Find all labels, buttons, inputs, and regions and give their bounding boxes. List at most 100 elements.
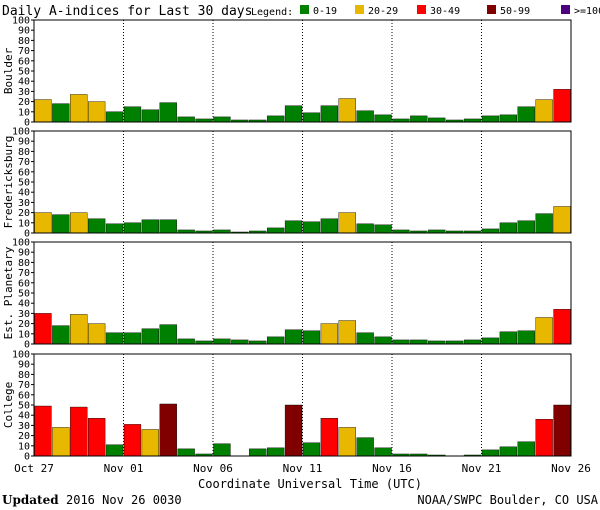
- bar: [159, 219, 177, 234]
- bar: [231, 339, 249, 345]
- bar: [141, 328, 159, 345]
- y-tick-label: 60: [18, 278, 30, 289]
- bar: [141, 219, 159, 234]
- bar: [338, 427, 356, 457]
- bar: [320, 218, 338, 234]
- bar: [356, 437, 374, 457]
- y-tick-label: 0: [24, 229, 30, 240]
- bar: [105, 444, 124, 457]
- bar: [481, 115, 500, 123]
- bar: [320, 323, 338, 345]
- y-tick-label: 40: [18, 299, 30, 310]
- bar: [356, 110, 374, 123]
- y-tick-label: 0: [24, 452, 30, 463]
- bar: [410, 339, 428, 345]
- bar: [70, 314, 88, 345]
- y-tick-label: 80: [18, 147, 30, 158]
- bar: [70, 406, 88, 457]
- panel-label: College: [2, 382, 15, 428]
- y-tick-label: 10: [18, 441, 30, 452]
- bar: [87, 101, 106, 123]
- bar: [87, 218, 106, 234]
- bar: [320, 105, 338, 123]
- legend-swatch-4: [561, 5, 570, 14]
- bar: [267, 336, 285, 345]
- bar: [141, 429, 159, 457]
- bar: [52, 103, 70, 123]
- y-tick-label: 40: [18, 188, 30, 199]
- y-tick-label: 50: [18, 289, 30, 300]
- x-tick-label: Nov 11: [283, 462, 323, 475]
- y-tick-label: 30: [18, 421, 30, 432]
- x-tick-label: Oct 27: [14, 462, 54, 475]
- y-tick-label: 70: [18, 380, 30, 391]
- panel-border: [33, 19, 572, 123]
- bar: [213, 338, 231, 345]
- bar: [284, 105, 303, 123]
- x-tick-label: Nov 16: [372, 462, 412, 475]
- bar: [481, 337, 500, 345]
- panel-border: [33, 353, 572, 457]
- bar: [517, 330, 535, 345]
- y-tick-label: 70: [18, 268, 30, 279]
- legend-swatch-0: [300, 5, 309, 14]
- bar: [141, 109, 159, 123]
- bar: [123, 222, 142, 234]
- y-tick-label: 80: [18, 36, 30, 47]
- chart-panels: 0102030405060708090100Boulder01020304050…: [2, 16, 572, 463]
- updated-label: Updated: [2, 493, 59, 507]
- y-tick-label: 20: [18, 208, 30, 219]
- bar: [517, 220, 535, 234]
- bar: [356, 223, 374, 234]
- bar: [302, 221, 321, 234]
- bar: [284, 404, 303, 457]
- y-tick-label: 100: [12, 16, 30, 27]
- legend-item-label: 50-99: [500, 6, 530, 17]
- bar: [517, 441, 535, 457]
- bar: [320, 418, 338, 457]
- bar: [159, 102, 177, 123]
- y-tick-label: 20: [18, 97, 30, 108]
- panel-border: [33, 130, 572, 234]
- bar: [52, 325, 70, 345]
- bar: [535, 317, 553, 345]
- y-tick-label: 100: [12, 350, 30, 361]
- bar: [553, 89, 571, 123]
- panel-label: Boulder: [2, 47, 15, 94]
- bar: [267, 447, 285, 457]
- bar: [34, 313, 52, 345]
- bar: [410, 115, 428, 123]
- bar: [34, 405, 52, 457]
- bar: [70, 94, 88, 123]
- bar: [535, 213, 553, 234]
- y-tick-label: 0: [24, 340, 30, 351]
- y-tick-label: 70: [18, 157, 30, 168]
- bar: [302, 112, 321, 123]
- y-tick-label: 40: [18, 77, 30, 88]
- bar: [553, 206, 571, 234]
- bar: [249, 448, 267, 457]
- bar: [284, 220, 303, 234]
- y-tick-label: 80: [18, 370, 30, 381]
- bar: [428, 117, 446, 123]
- bar: [267, 115, 285, 123]
- bar: [338, 98, 356, 123]
- bar: [535, 419, 553, 457]
- legend-item-label: 30-49: [430, 6, 460, 17]
- bar: [499, 331, 517, 345]
- bar: [105, 332, 124, 345]
- bar: [123, 106, 142, 123]
- x-tick-label: Nov 01: [104, 462, 144, 475]
- bar: [392, 339, 410, 345]
- bar: [213, 443, 231, 457]
- y-tick-label: 50: [18, 67, 30, 78]
- y-tick-label: 60: [18, 56, 30, 67]
- chart-title: Daily A-indices for Last 30 days: [2, 4, 252, 19]
- y-tick-label: 100: [12, 238, 30, 249]
- y-tick-label: 50: [18, 401, 30, 412]
- bar: [159, 403, 177, 457]
